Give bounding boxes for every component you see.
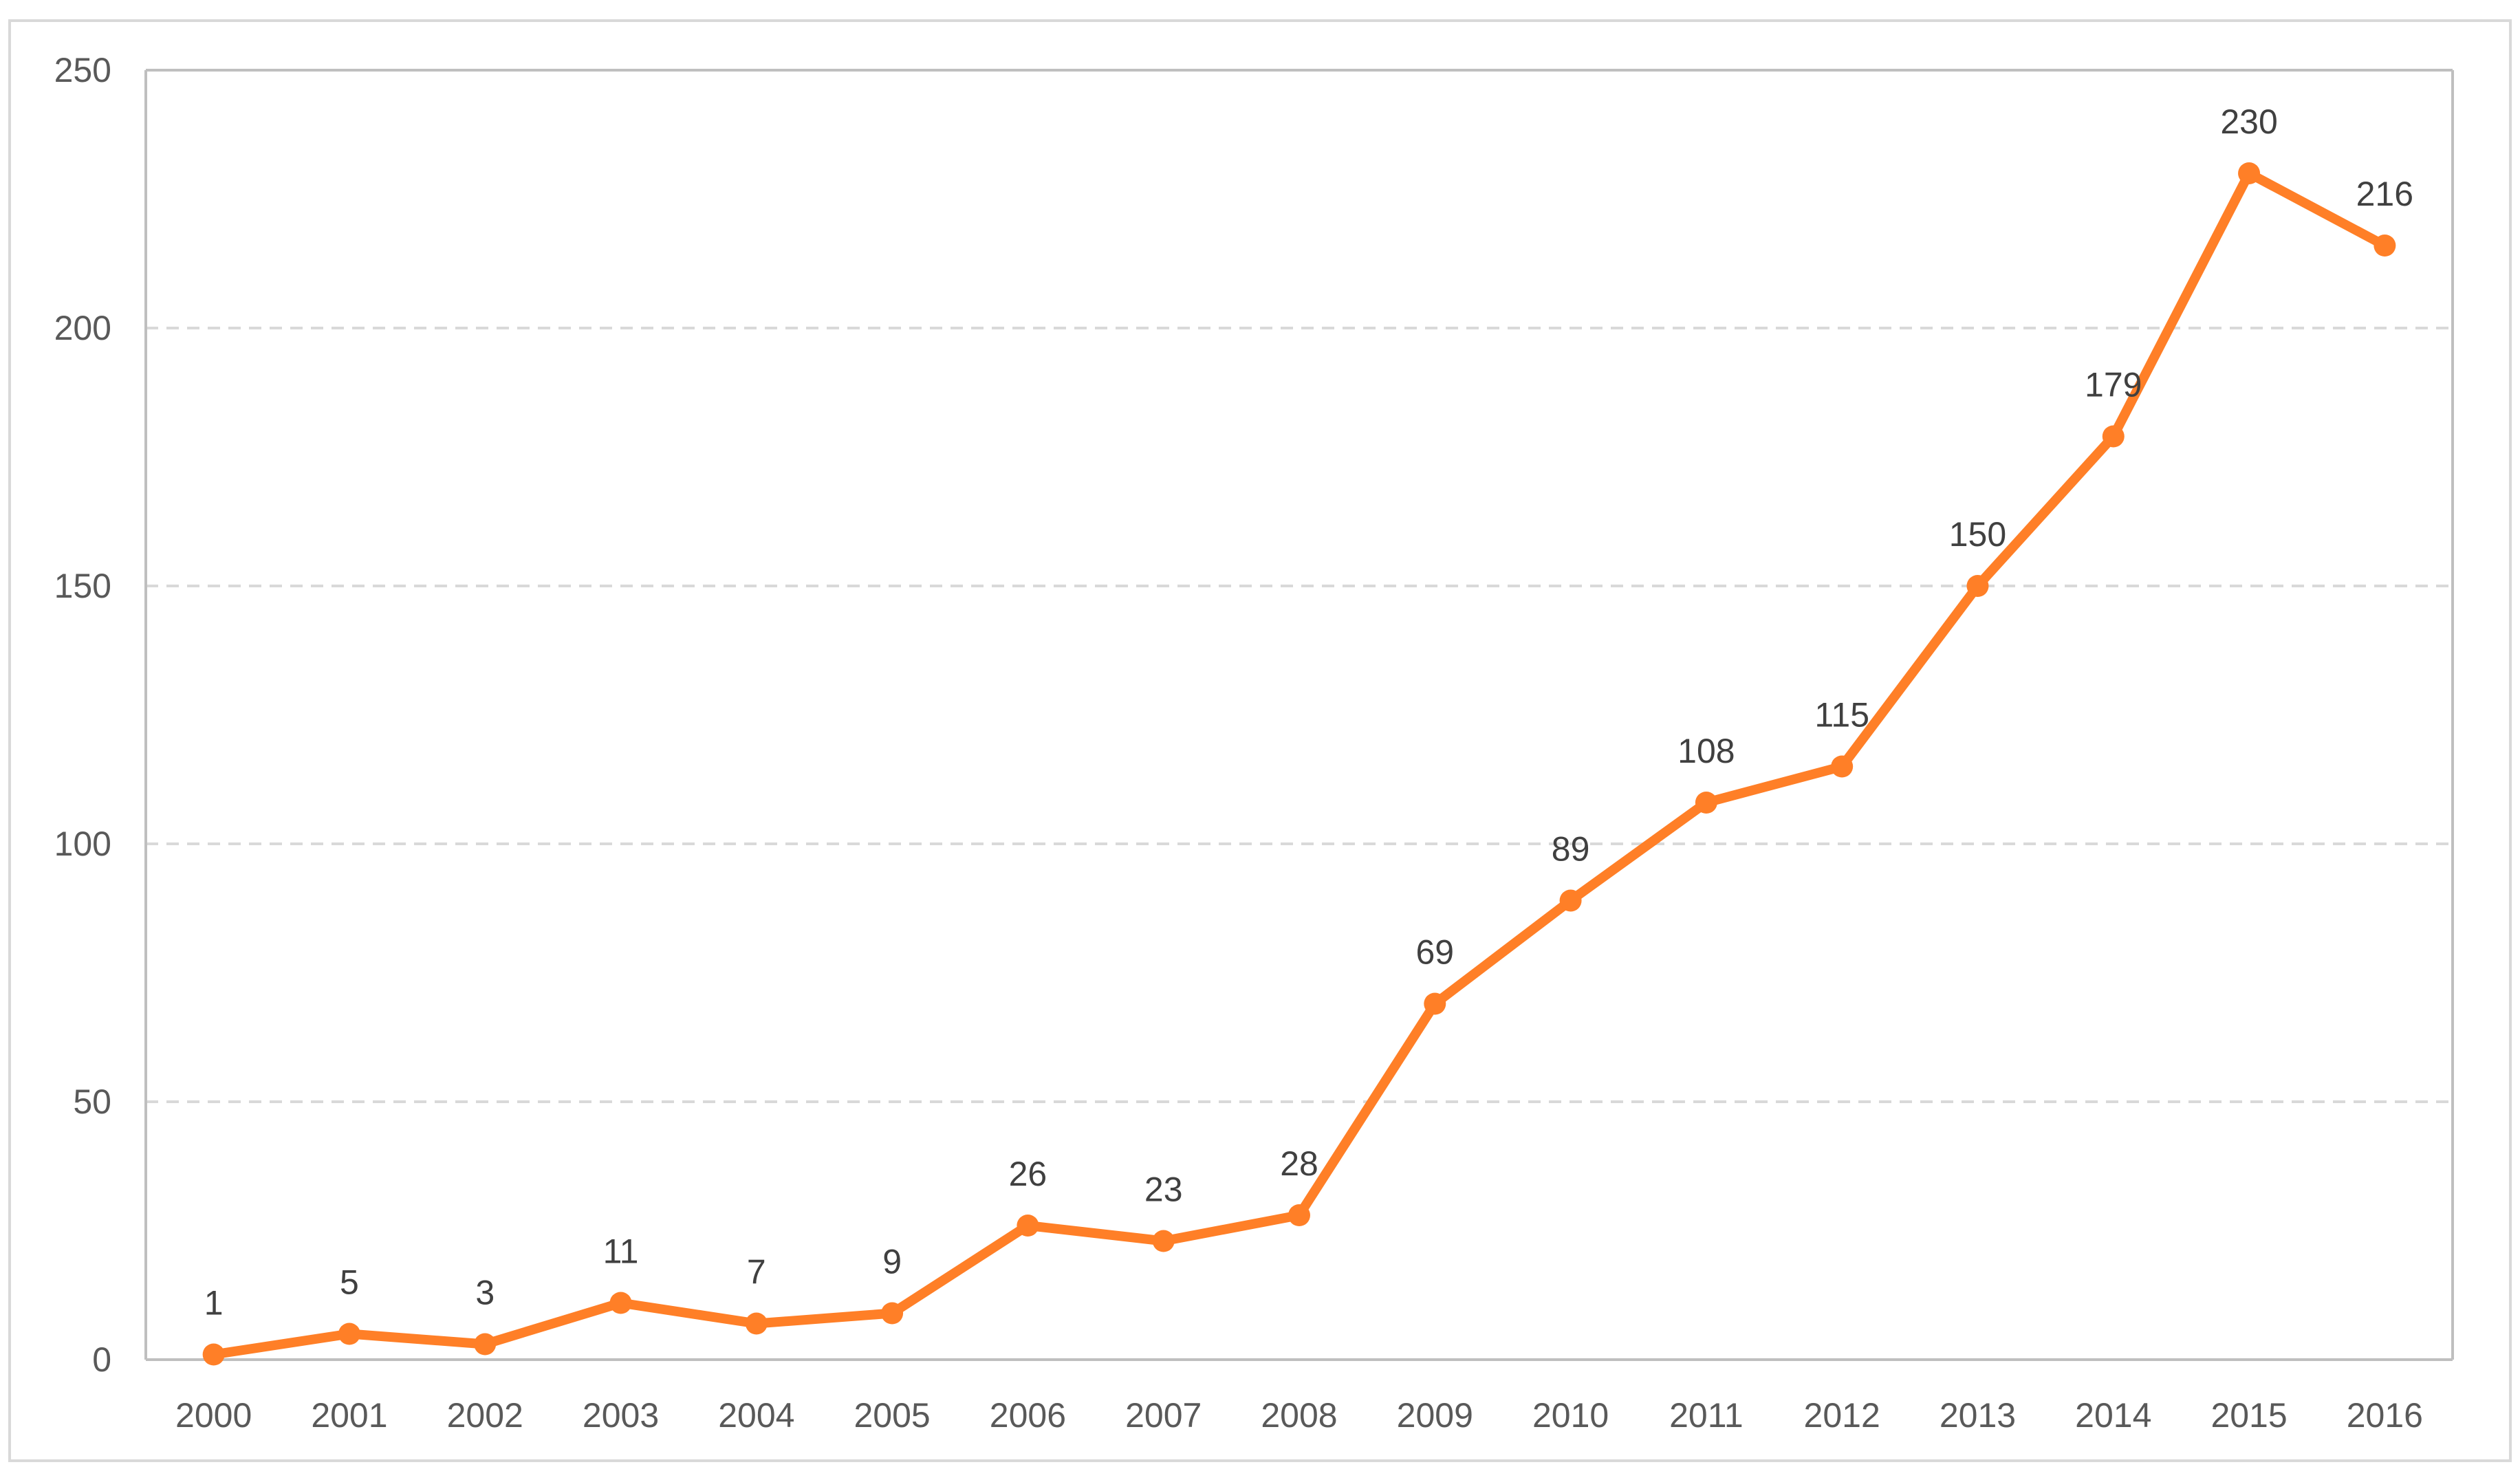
data-point: [338, 1323, 360, 1345]
x-tick-label: 2003: [583, 1396, 659, 1435]
x-tick-label: 2007: [1125, 1396, 1202, 1435]
x-tick-label: 2016: [2347, 1396, 2423, 1435]
x-tick-label: 2012: [1804, 1396, 1880, 1435]
y-tick-label: 200: [54, 309, 111, 347]
data-label: 216: [2356, 175, 2413, 213]
x-tick-label: 2008: [1261, 1396, 1337, 1435]
x-tick-label: 2014: [2075, 1396, 2151, 1435]
chart-border: [8, 19, 2512, 1462]
data-label: 69: [1415, 933, 1454, 972]
data-point: [1966, 575, 1989, 597]
data-point: [881, 1302, 904, 1325]
x-tick-label: 2005: [854, 1396, 931, 1435]
data-point: [1559, 889, 1582, 912]
data-label: 11: [603, 1232, 639, 1271]
x-tick-label: 2006: [990, 1396, 1066, 1435]
x-tick-label: 2000: [175, 1396, 252, 1435]
data-point: [745, 1312, 768, 1335]
x-tick-label: 2001: [311, 1396, 387, 1435]
data-label: 115: [1814, 696, 1869, 734]
data-label: 108: [1677, 732, 1735, 770]
axes: [144, 69, 2454, 1361]
data-point: [609, 1292, 632, 1314]
data-point: [2374, 235, 2396, 257]
gridlines: [146, 327, 2453, 1103]
x-tick-label: 2002: [447, 1396, 523, 1435]
y-tick-label: 50: [73, 1082, 111, 1121]
y-tick-label: 150: [54, 567, 111, 605]
x-tick-label: 2015: [2211, 1396, 2287, 1435]
data-label: 7: [747, 1253, 766, 1292]
data-point: [2102, 425, 2125, 448]
data-label: 179: [2085, 366, 2142, 404]
data-label: 9: [882, 1243, 902, 1281]
data-point: [474, 1333, 497, 1356]
data-label: 26: [1009, 1155, 1047, 1193]
data-point: [1695, 792, 1717, 814]
data-label: 5: [340, 1263, 359, 1302]
data-label: 3: [475, 1274, 495, 1312]
series: [202, 162, 2396, 1366]
x-tick-label: 2013: [1940, 1396, 2016, 1435]
data-labels: 1 5 3 11 7 9 26 23 28 69 89 108 115 150 179 230 216: [204, 102, 2413, 1323]
data-point: [1424, 992, 1446, 1015]
data-label: 150: [1949, 515, 2006, 554]
data-point: [2238, 162, 2261, 184]
y-tick-label: 100: [54, 825, 111, 863]
data-label: 89: [1552, 830, 1590, 869]
data-label: 1: [204, 1284, 224, 1323]
data-point: [1288, 1204, 1310, 1226]
y-tick-labels: 0 50 100 150 200 250: [54, 51, 111, 1379]
data-point: [1017, 1215, 1039, 1237]
data-point: [1831, 755, 1854, 778]
data-label: 23: [1144, 1171, 1183, 1209]
x-tick-labels: 2000 2001 2002 2003 2004 2005 2006 2007 2008 2009…: [175, 1396, 2423, 1435]
x-tick-label: 2004: [718, 1396, 794, 1435]
data-point: [1152, 1230, 1175, 1252]
x-tick-label: 2011: [1669, 1396, 1744, 1435]
y-tick-label: 250: [54, 51, 111, 89]
data-label: 230: [2220, 102, 2277, 141]
x-tick-label: 2009: [1397, 1396, 1473, 1435]
x-tick-label: 2010: [1532, 1396, 1609, 1435]
data-label: 28: [1280, 1144, 1318, 1183]
data-point: [202, 1343, 225, 1366]
y-tick-label: 0: [92, 1340, 111, 1379]
